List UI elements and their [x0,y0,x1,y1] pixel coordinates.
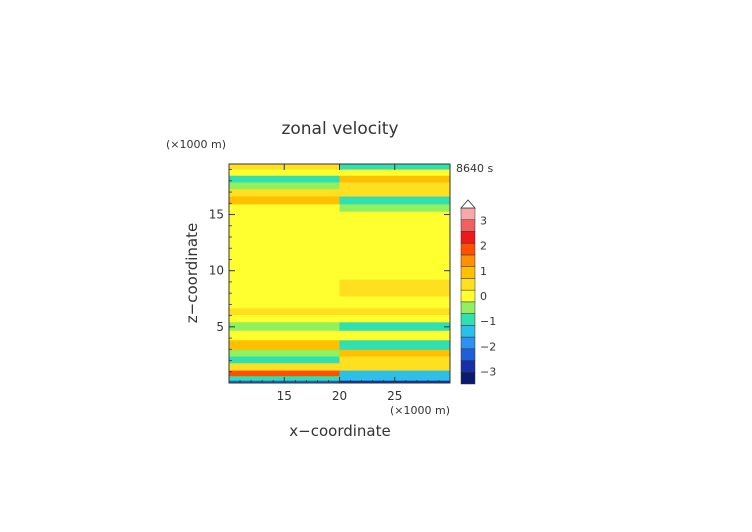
heatmap-cell [229,175,340,183]
heatmap-cell [229,295,340,309]
colorbar-swatch [460,231,476,244]
heatmap-cell [229,307,340,315]
heatmap-cell [339,295,450,309]
heatmap-cell [229,349,340,357]
colorbar-extend-arrow [460,199,476,209]
colorbar-label: −1 [480,315,496,328]
y-axis-ticks: 5 10 15 [209,169,450,373]
heatmap-cell [229,356,340,364]
heatmap-cell [339,181,450,190]
colorbar-swatch [460,242,476,256]
colorbar-swatch [460,278,476,291]
colorbar-swatch [460,348,476,361]
x-tick-label: 15 [277,389,292,403]
heatmap-cell [229,246,340,263]
y-tick-label: 10 [209,264,224,278]
heatmap-cell [339,232,450,248]
y-tick-label: 15 [209,208,224,222]
heatmap-cell [229,330,340,341]
heatmap-cell [339,196,450,205]
x-axis-label: x−coordinate [289,422,390,440]
colorbar-label: −2 [480,340,496,353]
colorbar-swatch [460,360,476,373]
y-tick-label: 5 [216,320,224,334]
heatmap-cell [229,181,340,190]
heatmap-field [229,164,450,383]
colorbar-labels: 3 2 1 0 −1 −2 −3 [480,215,496,379]
colorbar-swatch [460,325,476,338]
x-tick-label: 20 [332,389,347,403]
colorbar-swatch [460,266,476,279]
colorbar-swatch [460,254,476,267]
heatmap-cell [339,314,450,323]
heatmap-cell [339,349,450,357]
heatmap-cell [339,169,450,176]
y-axis-label: z−coordinate [183,223,201,323]
colorbar-swatch [460,336,476,350]
heatmap-cell [229,232,340,248]
time-label: 8640 s [456,162,493,175]
heatmap-cell [229,321,340,331]
heatmap-cell [229,262,340,280]
colorbar [460,199,476,385]
colorbar-swatch [460,219,476,232]
heatmap-cell [229,188,340,197]
heatmap-cell [339,362,450,371]
heatmap-cell [229,339,340,350]
colorbar-swatch [460,313,476,326]
heatmap-cell [339,220,450,234]
heatmap-cell [229,220,340,234]
heatmap-cell [229,279,340,297]
heatmap-cell [339,211,450,221]
heatmap-cell [229,370,340,377]
colorbar-label: 1 [480,265,487,278]
heatmap-cell [339,307,450,315]
colorbar-swatch [460,301,476,314]
colorbar-swatch [460,372,476,385]
heatmap-cell [339,321,450,331]
colorbar-label: 3 [480,215,487,228]
field-left-half [229,164,340,383]
chart-title: zonal velocity [281,119,398,139]
heatmap-cell [339,246,450,263]
colorbar-swatch [460,207,476,220]
heatmap-cell [339,262,450,280]
heatmap-cell [339,356,450,364]
x-tick-label: 25 [387,389,402,403]
heatmap-cell [339,339,450,350]
heatmap-cell [229,203,340,212]
x-unit-label: (×1000 m) [390,404,450,417]
heatmap-cell [339,175,450,183]
heatmap-cell [229,211,340,221]
field-right-half [339,164,450,383]
heatmap-cell [339,188,450,197]
heatmap-cell [229,169,340,176]
colorbar-swatch [460,289,476,303]
heatmap-cell [229,314,340,323]
x-axis-ticks: 15 20 25 [239,164,440,403]
heatmap-cell [339,203,450,212]
colorbar-label: −3 [480,365,496,378]
heatmap-cell [339,370,450,377]
colorbar-label: 2 [480,240,487,253]
heatmap-cell [229,196,340,205]
y-unit-label: (×1000 m) [166,138,226,151]
colorbar-label: 0 [480,290,487,303]
heatmap-cell [339,279,450,297]
heatmap-cell [339,330,450,341]
heatmap-cell [229,362,340,371]
